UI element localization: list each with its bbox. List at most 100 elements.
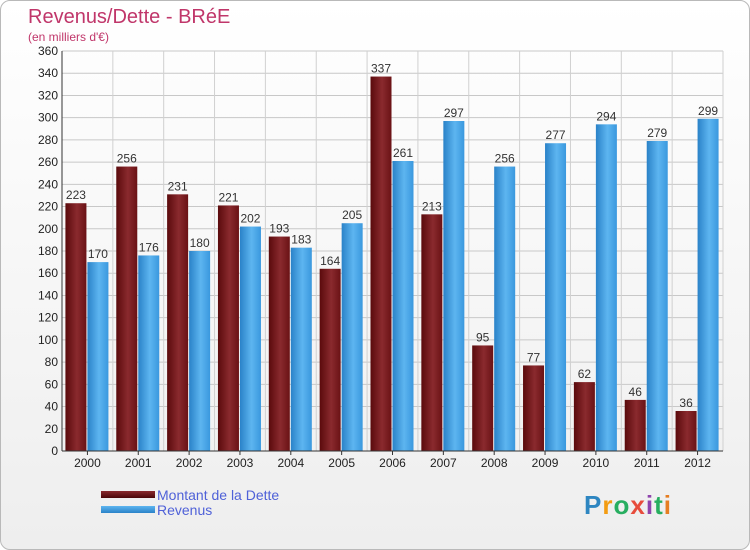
chart-subtitle: (en milliers d'€) bbox=[28, 30, 109, 44]
value-label: 231 bbox=[168, 179, 188, 193]
bar-dette bbox=[573, 382, 595, 451]
y-tick-label: 100 bbox=[38, 333, 58, 347]
bars bbox=[65, 76, 719, 452]
value-label: 205 bbox=[342, 208, 362, 222]
value-label: 337 bbox=[371, 62, 391, 76]
value-label: 164 bbox=[320, 254, 340, 268]
bar-revenus bbox=[392, 161, 414, 451]
value-label: 256 bbox=[117, 152, 137, 166]
bar-dette bbox=[472, 345, 494, 451]
value-label: 77 bbox=[527, 350, 541, 364]
legend-item-dette: Montant de la Dette bbox=[101, 486, 280, 503]
value-label: 277 bbox=[546, 128, 566, 142]
bar-dette bbox=[65, 203, 87, 451]
x-tick-label: 2012 bbox=[684, 456, 711, 470]
proxiti-logo: Proxiti bbox=[584, 490, 672, 521]
y-tick-label: 60 bbox=[45, 377, 59, 391]
bar-revenus bbox=[646, 141, 668, 451]
y-tick-label: 40 bbox=[45, 400, 59, 414]
logo-letter: i bbox=[663, 490, 672, 520]
x-tick-label: 2008 bbox=[481, 456, 508, 470]
y-tick-label: 240 bbox=[38, 177, 58, 191]
value-label: 95 bbox=[476, 330, 490, 344]
axes: 0 20 40 60 80 100 120 140 160 180 200 220 240 260 280 3… bbox=[38, 44, 723, 470]
x-tick-label: 2001 bbox=[125, 456, 152, 470]
bar-dette bbox=[421, 214, 443, 451]
bar-revenus bbox=[189, 251, 211, 451]
legend: Montant de la Dette Revenus bbox=[101, 486, 280, 518]
bar-dette bbox=[523, 365, 545, 451]
logo-letter: r bbox=[602, 490, 614, 520]
value-label: 180 bbox=[190, 236, 210, 250]
y-tick-label: 180 bbox=[38, 244, 58, 258]
logo-letter: x bbox=[630, 490, 646, 520]
legend-swatch-revenus bbox=[101, 506, 155, 513]
value-label: 170 bbox=[88, 247, 108, 261]
legend-item-revenus: Revenus bbox=[101, 501, 279, 518]
value-label: 213 bbox=[422, 199, 442, 213]
value-label: 279 bbox=[647, 126, 667, 140]
value-label: 193 bbox=[269, 222, 289, 236]
bar-revenus bbox=[239, 226, 261, 451]
legend-swatch-dette bbox=[101, 491, 155, 498]
bar-dette bbox=[624, 399, 646, 451]
y-tick-label: 220 bbox=[38, 200, 58, 214]
value-label: 202 bbox=[240, 212, 260, 226]
y-tick-label: 140 bbox=[38, 288, 58, 302]
value-label: 294 bbox=[596, 109, 616, 123]
bar-dette bbox=[217, 205, 239, 451]
y-tick-label: 280 bbox=[38, 133, 58, 147]
value-label: 261 bbox=[393, 146, 413, 160]
value-label: 176 bbox=[139, 240, 159, 254]
y-tick-label: 80 bbox=[45, 355, 59, 369]
x-tick-label: 2005 bbox=[328, 456, 355, 470]
y-tick-label: 120 bbox=[38, 311, 58, 325]
bar-revenus bbox=[138, 255, 160, 451]
y-tick-label: 0 bbox=[51, 444, 58, 458]
x-tick-label: 2004 bbox=[277, 456, 304, 470]
y-tick-label: 20 bbox=[45, 422, 59, 436]
y-tick-label: 320 bbox=[38, 88, 58, 102]
value-label: 297 bbox=[444, 106, 464, 120]
y-tick-label: 160 bbox=[38, 266, 58, 280]
bar-revenus bbox=[494, 166, 516, 452]
value-label: 62 bbox=[578, 367, 592, 381]
bar-dette bbox=[319, 268, 341, 451]
x-tick-label: 2007 bbox=[430, 456, 457, 470]
logo-letter: o bbox=[613, 490, 631, 520]
logo-letter: i bbox=[645, 490, 655, 520]
bar-dette bbox=[268, 236, 290, 451]
value-label: 256 bbox=[495, 152, 515, 166]
y-tick-label: 300 bbox=[38, 111, 58, 125]
legend-label-dette: Montant de la Dette bbox=[157, 486, 280, 503]
legend-label-revenus: Revenus bbox=[157, 501, 213, 518]
x-tick-label: 2000 bbox=[74, 456, 101, 470]
bar-revenus bbox=[595, 124, 617, 451]
bar-revenus bbox=[290, 247, 312, 451]
logo-letter: t bbox=[654, 490, 664, 520]
value-label: 299 bbox=[698, 104, 718, 118]
y-tick-label: 360 bbox=[38, 44, 58, 58]
x-tick-label: 2006 bbox=[379, 456, 406, 470]
x-tick-label: 2009 bbox=[532, 456, 559, 470]
x-tick-label: 2002 bbox=[176, 456, 203, 470]
value-label: 221 bbox=[218, 190, 238, 204]
y-tick-label: 260 bbox=[38, 155, 58, 169]
x-tick-label: 2010 bbox=[583, 456, 610, 470]
bar-revenus bbox=[341, 223, 363, 451]
value-label: 223 bbox=[66, 188, 86, 202]
chart-title: Revenus/Dette - BRéE bbox=[28, 6, 231, 28]
y-tick-label: 340 bbox=[38, 66, 58, 80]
bar-revenus bbox=[87, 262, 109, 451]
bar-revenus bbox=[697, 118, 719, 452]
bar-revenus bbox=[443, 121, 465, 451]
value-label: 36 bbox=[679, 396, 693, 410]
x-tick-label: 2003 bbox=[227, 456, 254, 470]
x-tick-label: 2011 bbox=[634, 456, 660, 470]
value-label: 46 bbox=[629, 385, 643, 399]
bar-dette bbox=[675, 411, 697, 451]
y-tick-label: 200 bbox=[38, 222, 58, 236]
